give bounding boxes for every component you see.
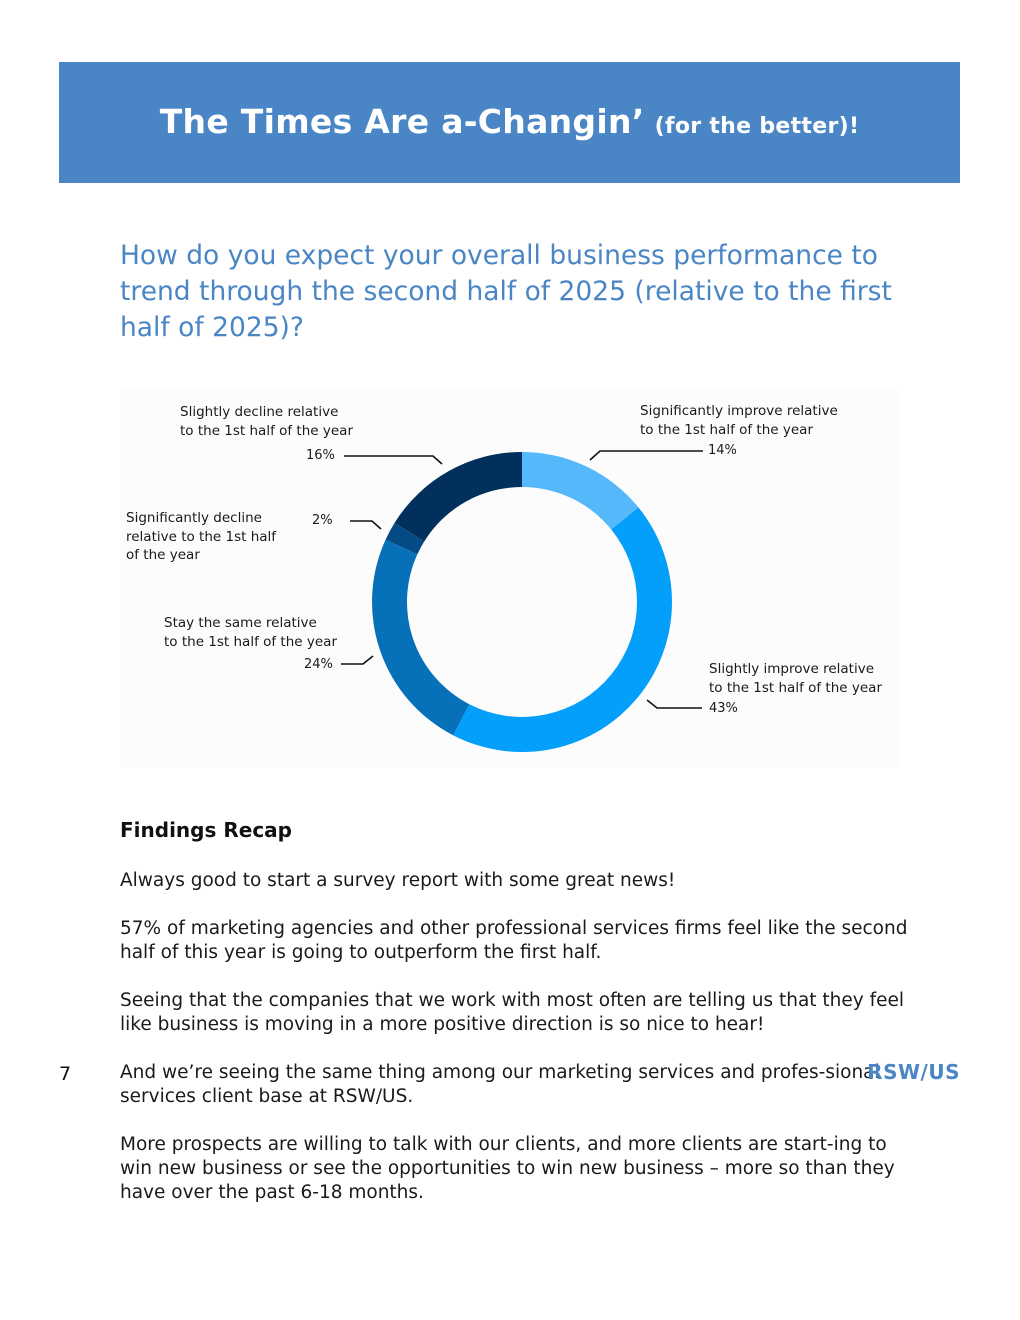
leader-line-significantly-improve (589, 450, 703, 461)
donut-chart (341, 450, 703, 752)
leader-line-significantly-decline (350, 520, 382, 530)
donut-slice-2 (372, 539, 470, 736)
pct-stay-same: 24% (304, 657, 333, 672)
label-line: to the 1st half of the year (640, 421, 813, 438)
label-slightly-improve: Slightly improve relative to the 1st hal… (709, 660, 882, 697)
label-line: to the 1st half of the year (180, 422, 353, 439)
donut-chart-area: Significantly improve relative to the 1s… (120, 388, 900, 768)
rsw-us-logo: RSW/US (867, 1060, 960, 1084)
label-slightly-decline: Slightly decline relative to the 1st hal… (180, 403, 353, 440)
survey-question: How do you expect your overall business … (120, 240, 892, 343)
donut-slice-4 (394, 452, 522, 542)
findings-paragraph: More prospects are willing to talk with … (120, 1134, 895, 1203)
title-banner: The Times Are a-Changin’ (for the better)… (59, 62, 960, 183)
page-title-main: The Times Are a-Changin’ (159, 102, 645, 141)
pct-significantly-decline: 2% (312, 513, 333, 528)
label-significantly-improve: Significantly improve relative to the 1s… (640, 402, 838, 439)
label-stay-same: Stay the same relative to the 1st half o… (164, 614, 337, 651)
label-line: to the 1st half of the year (709, 679, 882, 696)
donut-slice-3 (385, 522, 425, 555)
findings-paragraph: 57% of marketing agencies and other prof… (120, 918, 908, 963)
findings-title: Findings Recap (120, 818, 292, 842)
findings-body: Always good to start a survey report wit… (120, 869, 910, 1229)
label-line: Slightly decline relative (180, 404, 339, 420)
leader-line-slightly-improve (646, 699, 702, 709)
leader-line-stay-same (341, 655, 374, 665)
page-title-subtitle: (for the better)! (654, 114, 860, 139)
page-title: The Times Are a-Changin’ (for the better)… (160, 102, 860, 141)
label-line: to the 1st half of the year (164, 633, 337, 650)
page-number: 7 (59, 1063, 72, 1085)
label-line: Significantly improve relative (640, 403, 838, 419)
leader-lines (341, 450, 703, 709)
donut-slice-0 (522, 452, 639, 530)
leader-line-slightly-decline (344, 455, 443, 465)
pct-significantly-improve: 14% (708, 443, 737, 458)
label-line: of the year (126, 547, 200, 563)
findings-paragraph: Always good to start a survey report wit… (120, 870, 676, 891)
label-line: Significantly decline (126, 510, 262, 526)
pct-slightly-decline: 16% (306, 448, 335, 463)
label-significantly-decline: Significantly decline relative to the 1s… (126, 509, 276, 565)
findings-paragraph: Seeing that the companies that we work w… (120, 990, 905, 1035)
pct-slightly-improve: 43% (709, 701, 738, 716)
label-line: Stay the same relative (164, 615, 317, 631)
donut-slice-1 (453, 507, 673, 752)
donut-slices (372, 452, 673, 752)
label-line: Slightly improve relative (709, 661, 875, 677)
findings-paragraph: And we’re seeing the same thing among ou… (120, 1062, 880, 1107)
label-line: relative to the 1st half (126, 528, 277, 545)
